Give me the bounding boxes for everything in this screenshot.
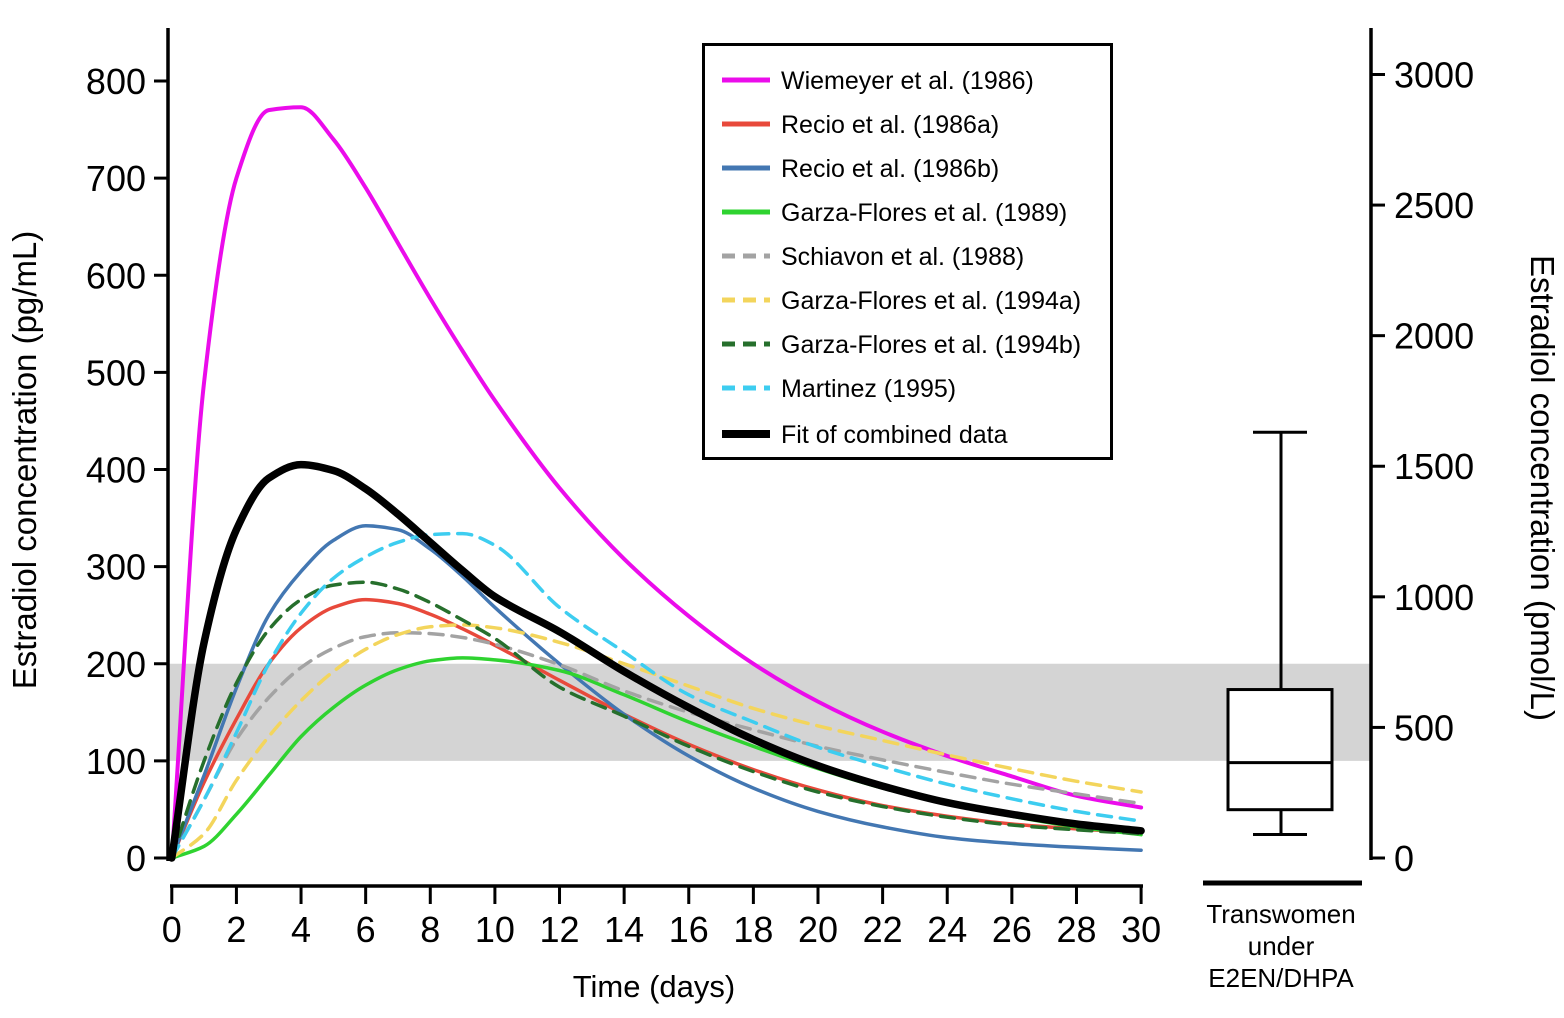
x-axis-tick-label: 0 xyxy=(162,909,182,950)
legend-box xyxy=(702,43,1113,460)
left-axis-tick-label: 700 xyxy=(86,158,146,199)
left-axis-tick-label: 800 xyxy=(86,61,146,102)
x-axis-tick-label: 26 xyxy=(992,909,1032,950)
left-axis-tick-label: 400 xyxy=(86,450,146,491)
x-axis-tick-label: 22 xyxy=(863,909,903,950)
x-axis-tick-label: 10 xyxy=(475,909,515,950)
right-axis-title: Estradiol concentration (pmol/L) xyxy=(1524,255,1561,721)
right-axis-tick-label: 3000 xyxy=(1394,54,1474,95)
x-axis-title: Time (days) xyxy=(573,969,735,1004)
right-axis-tick-label: 2500 xyxy=(1394,185,1474,226)
legend-label-9: Fit of combined data xyxy=(781,421,1008,449)
left-axis-tick-label: 300 xyxy=(86,547,146,588)
right-axis-tick-label: 1500 xyxy=(1394,446,1474,487)
x-axis-tick-label: 8 xyxy=(420,909,440,950)
x-axis-tick-label: 2 xyxy=(226,909,246,950)
boxplot-group-label-line-3: E2EN/DHPA xyxy=(1208,963,1354,993)
left-axis-tick-label: 200 xyxy=(86,644,146,685)
x-axis-tick-label: 4 xyxy=(291,909,311,950)
left-axis-tick-label: 100 xyxy=(86,741,146,782)
boxplot-group-label-line-1: Transwomen xyxy=(1206,899,1355,929)
right-axis-tick-label: 1000 xyxy=(1394,577,1474,618)
left-axis-title: Estradiol concentration (pg/mL) xyxy=(6,231,43,690)
left-axis-tick-label: 500 xyxy=(86,352,146,393)
series-line-3 xyxy=(170,524,1143,860)
legend-label-1: Wiemeyer et al. (1986) xyxy=(781,67,1034,95)
series-line-1 xyxy=(169,105,1144,860)
x-axis-tick-label: 14 xyxy=(604,909,644,950)
right-axis-tick-label: 2000 xyxy=(1394,316,1474,357)
x-axis-tick-label: 12 xyxy=(539,909,579,950)
legend-label-4: Garza-Flores et al. (1989) xyxy=(781,199,1067,227)
x-axis-tick-label: 28 xyxy=(1056,909,1096,950)
x-axis-tick-label: 30 xyxy=(1121,909,1161,950)
boxplot-group-label-line-2: under xyxy=(1248,931,1315,961)
x-axis-tick-label: 16 xyxy=(669,909,709,950)
legend-label-8: Martinez (1995) xyxy=(781,375,956,403)
boxplot-box xyxy=(1226,688,1334,812)
x-axis-tick-label: 20 xyxy=(798,909,838,950)
series-line-8 xyxy=(170,531,1143,860)
x-axis-tick-label: 6 xyxy=(356,909,376,950)
left-axis-tick-label: 600 xyxy=(86,255,146,296)
legend-label-7: Garza-Flores et al. (1994b) xyxy=(781,331,1081,359)
right-axis-tick-label: 500 xyxy=(1394,707,1454,748)
right-axis-tick-label: 0 xyxy=(1394,838,1414,879)
legend-label-3: Recio et al. (1986b) xyxy=(781,155,999,183)
series-line-7 xyxy=(170,580,1143,860)
x-axis-tick-label: 18 xyxy=(733,909,773,950)
legend-label-2: Recio et al. (1986a) xyxy=(781,111,999,139)
series-line-6 xyxy=(170,623,1143,860)
series-line-5 xyxy=(170,630,1143,860)
x-axis-tick-label: 24 xyxy=(927,909,967,950)
legend-label-6: Garza-Flores et al. (1994a) xyxy=(781,287,1081,315)
legend-label-5: Schiavon et al. (1988) xyxy=(781,243,1024,271)
series-line-9 xyxy=(168,460,1145,862)
left-axis-tick-label: 0 xyxy=(126,838,146,879)
